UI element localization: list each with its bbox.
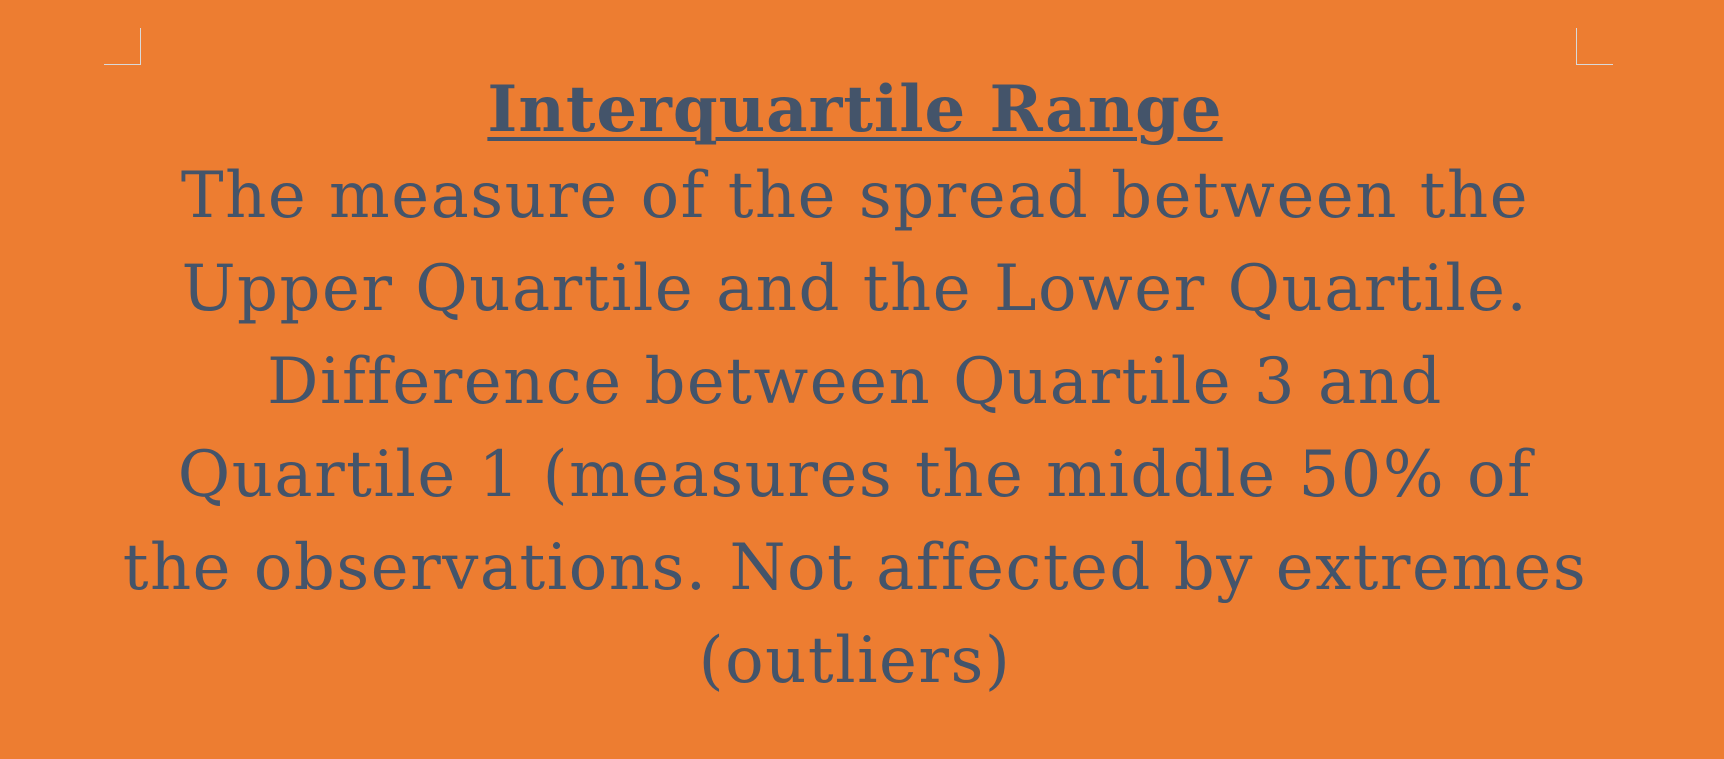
- top-left-margin-marker: [104, 28, 141, 65]
- slide-title: Interquartile Range: [487, 72, 1223, 147]
- top-right-margin-marker: [1576, 28, 1613, 65]
- text-box[interactable]: Interquartile Range The measure of the s…: [120, 70, 1590, 708]
- slide-body-text: The measure of the spread between the Up…: [122, 159, 1588, 698]
